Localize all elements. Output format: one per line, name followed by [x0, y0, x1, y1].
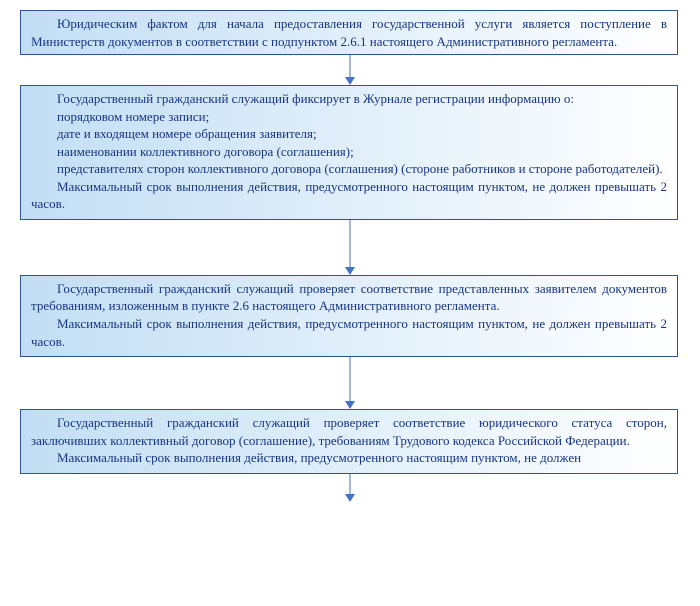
arrow-1	[20, 55, 680, 85]
node2-line6: Максимальный срок выполнения действия, п…	[31, 178, 667, 213]
node2-line1: Государственный гражданский служащий фик…	[31, 90, 667, 108]
flow-node-1: Юридическим фактом для начала предоставл…	[20, 10, 678, 55]
node2-line4: наименовании коллективного договора (сог…	[31, 143, 667, 161]
flow-node-2: Государственный гражданский служащий фик…	[20, 85, 678, 220]
flow-node-4: Государственный гражданский служащий про…	[20, 409, 678, 474]
node3-line2: Максимальный срок выполнения действия, п…	[31, 315, 667, 350]
node4-line2: Максимальный срок выполнения действия, п…	[31, 449, 667, 467]
node2-line2: порядковом номере записи;	[31, 108, 667, 126]
flow-node-3: Государственный гражданский служащий про…	[20, 275, 678, 357]
node4-line1: Государственный гражданский служащий про…	[31, 414, 667, 449]
node3-line1: Государственный гражданский служащий про…	[31, 280, 667, 315]
arrow-3	[20, 357, 680, 409]
arrow-4	[20, 474, 680, 502]
node1-text: Юридическим фактом для начала предоставл…	[31, 15, 667, 50]
arrow-2	[20, 220, 680, 275]
flowchart-container: Юридическим фактом для начала предоставл…	[0, 0, 700, 502]
node2-line5: представителях сторон коллективного дого…	[31, 160, 667, 178]
node2-line3: дате и входящем номере обращения заявите…	[31, 125, 667, 143]
